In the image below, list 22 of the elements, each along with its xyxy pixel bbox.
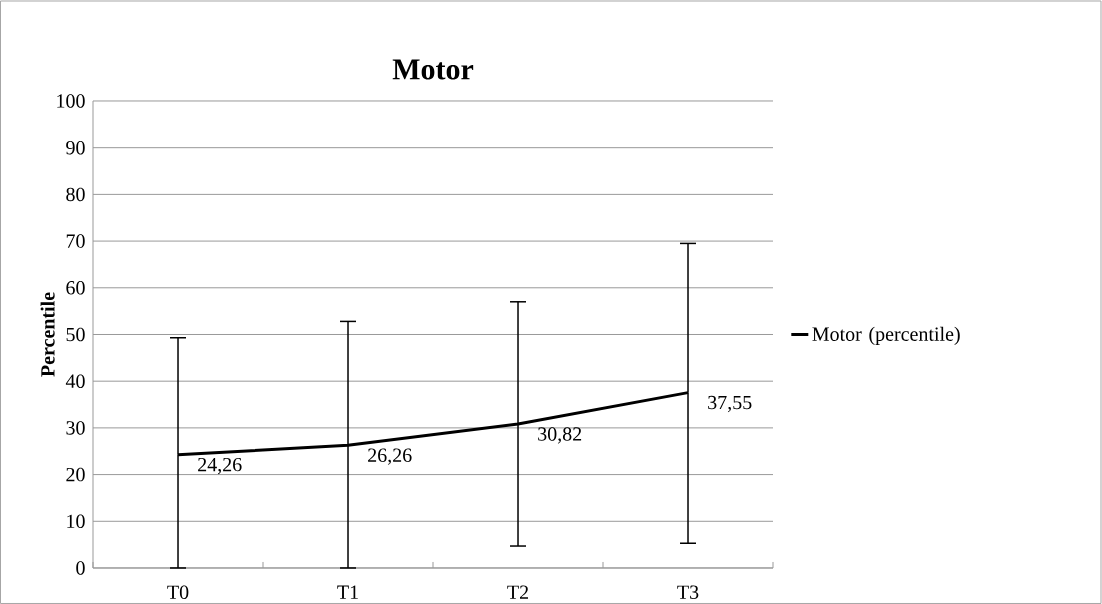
data-label: 30,82 (538, 427, 582, 444)
y-tick-label: 80 (66, 187, 85, 202)
y-axis-title: Percentile (40, 292, 55, 377)
x-tick-label: T0 (167, 585, 189, 600)
chart-title: Motor (392, 59, 474, 80)
legend-label: Motor (percentile) (812, 326, 960, 345)
y-tick-label: 20 (66, 467, 85, 482)
x-tick-label: T2 (507, 585, 529, 599)
y-tick-label: 100 (57, 94, 85, 108)
data-label: 37,55 (708, 395, 752, 413)
y-tick-label: 30 (66, 421, 85, 435)
data-label: 24,26 (198, 457, 242, 475)
y-tick-label: 50 (66, 327, 85, 342)
y-tick-label: 0 (76, 561, 85, 575)
y-tick-label: 90 (66, 140, 85, 155)
y-tick-label: 60 (66, 281, 85, 295)
x-tick-label: T3 (677, 585, 699, 599)
y-tick-label: 70 (66, 234, 85, 248)
x-tick-label: T1 (337, 585, 358, 599)
y-tick-label: 40 (65, 374, 85, 388)
y-tick-label: 10 (67, 514, 85, 529)
data-label: 26,26 (368, 448, 412, 465)
